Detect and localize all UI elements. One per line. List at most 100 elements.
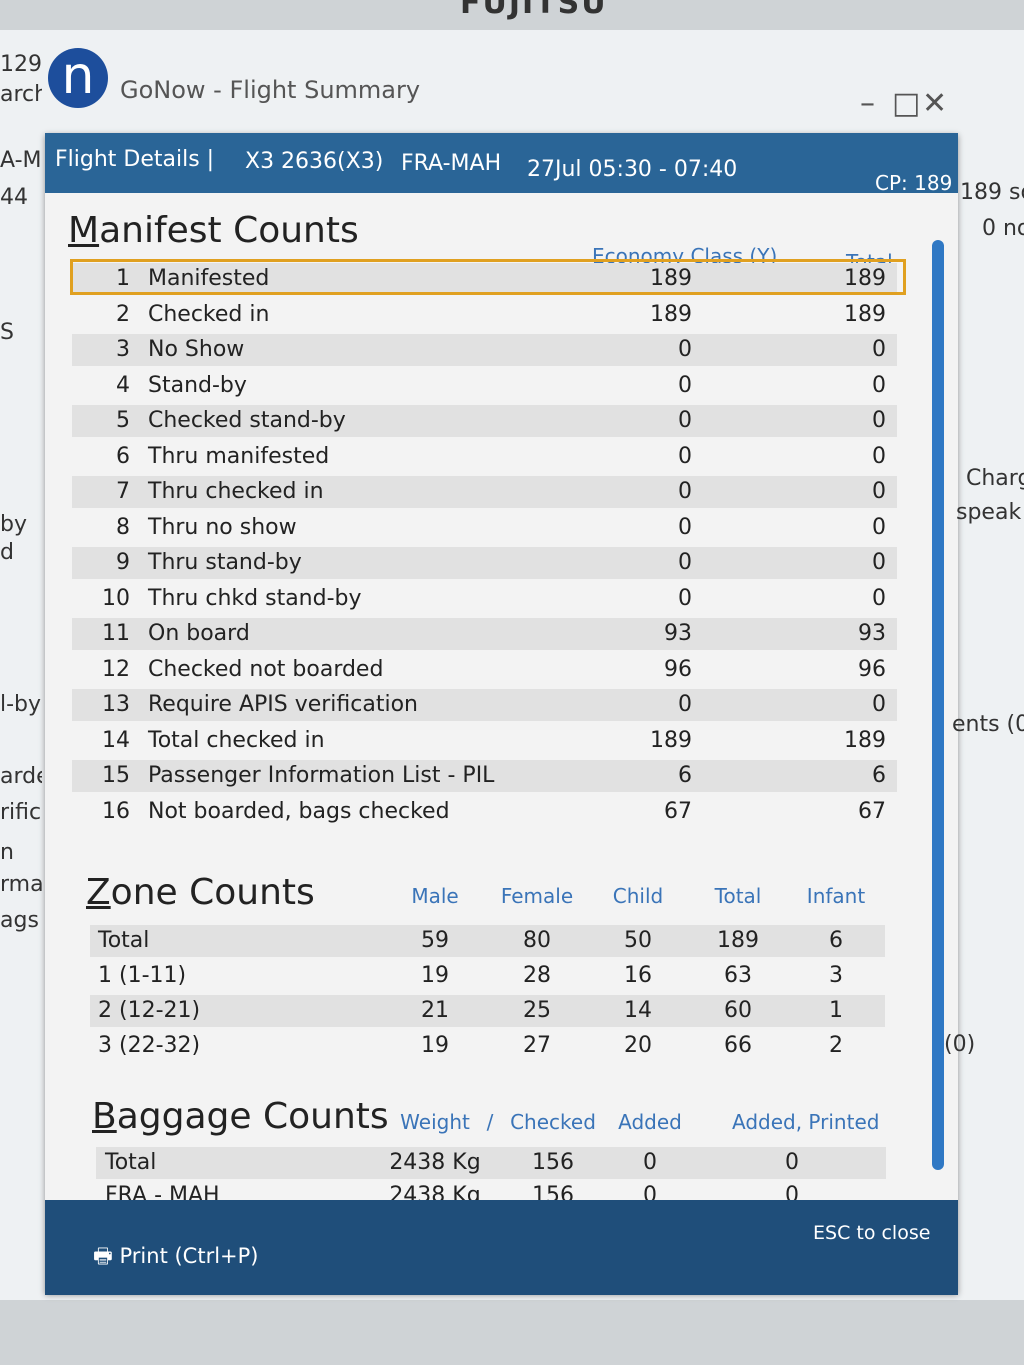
economy-count: 0 — [678, 372, 692, 398]
column-header: Male — [411, 884, 459, 908]
row-number: 10 — [102, 585, 130, 611]
row-number: 13 — [102, 692, 130, 717]
scrollbar[interactable] — [932, 240, 944, 1170]
background-text: 44 — [0, 185, 28, 210]
print-label: Print (Ctrl+P) — [119, 1244, 259, 1268]
maximize-button[interactable]: □ — [892, 86, 921, 121]
footer: 🖶 Print (Ctrl+P) ESC to close — [45, 1200, 958, 1295]
row-label: Checked not boarded — [148, 656, 384, 682]
zone-count: 1 — [829, 998, 843, 1023]
total-count: 0 — [872, 372, 886, 398]
zone-count: 25 — [523, 998, 551, 1023]
economy-count: 0 — [678, 692, 692, 717]
route: FRA-MAH — [401, 151, 502, 176]
economy-count: 96 — [664, 656, 692, 682]
total-count: 67 — [858, 798, 886, 824]
column-header: Added — [618, 1110, 682, 1134]
baggage-value: 2438 Kg — [389, 1150, 481, 1175]
total-count: 96 — [858, 656, 886, 682]
minimize-button[interactable]: – — [860, 86, 875, 121]
row-number: 8 — [116, 514, 130, 540]
total-count: 0 — [872, 514, 886, 540]
zone-label: 2 (12-21) — [98, 998, 201, 1023]
total-count: 93 — [858, 621, 886, 646]
background-text: Charg — [966, 466, 1024, 491]
column-header: Added, Printed — [732, 1110, 880, 1134]
highlight-row — [70, 259, 906, 295]
background-text: l-by — [0, 692, 42, 717]
row-stripe — [72, 405, 897, 437]
zone-count: 3 — [829, 963, 843, 988]
row-number: 7 — [116, 479, 130, 504]
row-stripe — [72, 334, 897, 366]
row-stripe — [96, 1147, 886, 1179]
close-button[interactable]: ✕ — [922, 86, 948, 121]
row-label: Checked in — [148, 301, 270, 327]
total-count: 0 — [872, 550, 886, 575]
row-label: Thru stand-by — [148, 550, 302, 575]
total-count: 0 — [872, 337, 886, 362]
zone-label: 1 (1-11) — [98, 963, 187, 988]
row-number: 16 — [102, 798, 130, 824]
zone-count: 6 — [829, 928, 843, 953]
zone-count: 189 — [717, 928, 759, 953]
baggage-label: Total — [105, 1150, 157, 1175]
app-icon: n — [48, 48, 108, 108]
row-number: 14 — [102, 727, 130, 753]
row-number: 5 — [116, 408, 130, 433]
row-stripe — [72, 689, 897, 721]
print-button[interactable]: 🖶 Print (Ctrl+P) — [93, 1244, 259, 1268]
column-header: Weight — [400, 1110, 470, 1134]
total-count: 189 — [844, 727, 886, 753]
total-count: 0 — [872, 443, 886, 469]
zone-count: 19 — [421, 963, 449, 988]
row-stripe — [90, 925, 885, 957]
column-header: Total — [714, 884, 762, 908]
economy-count: 6 — [678, 763, 692, 788]
background-text: by — [0, 512, 27, 537]
background-text: speak E — [956, 500, 1024, 525]
row-label: Total checked in — [148, 727, 325, 753]
economy-count: 0 — [678, 443, 692, 469]
row-label: Not boarded, bags checked — [148, 798, 450, 824]
economy-count: 93 — [664, 621, 692, 646]
background-text: ags ( — [0, 908, 42, 933]
zone-count: 2 — [829, 1033, 843, 1058]
economy-count: 0 — [678, 479, 692, 504]
economy-count: 0 — [678, 514, 692, 540]
row-number: 9 — [116, 550, 130, 575]
baggage-value: 0 — [643, 1150, 657, 1175]
row-number: 11 — [102, 621, 130, 646]
row-stripe — [72, 476, 897, 508]
header-label: Flight Details | — [55, 147, 215, 172]
flight-number: X3 2636(X3) — [245, 149, 384, 174]
row-stripe — [90, 995, 885, 1027]
background-text: d — [0, 540, 14, 565]
section-title: Baggage Counts — [92, 1096, 389, 1137]
zone-count: 21 — [421, 998, 449, 1023]
window-title: GoNow - Flight Summary — [120, 76, 421, 104]
row-label: Thru manifested — [148, 443, 330, 469]
zone-count: 14 — [624, 998, 652, 1023]
row-label: Require APIS verification — [148, 692, 418, 717]
column-header: Female — [500, 884, 574, 908]
row-number: 15 — [102, 763, 130, 788]
column-header: Checked — [510, 1110, 596, 1134]
zone-count: 60 — [724, 998, 752, 1023]
total-count: 189 — [844, 266, 886, 291]
column-header: / — [486, 1110, 494, 1134]
zone-count: 28 — [523, 963, 551, 988]
flight-header: Flight Details | X3 2636(X3) FRA-MAH 27J… — [45, 133, 958, 195]
brand: FUJITSU — [460, 0, 608, 21]
row-number: 6 — [116, 443, 130, 469]
background-text: 189 so — [960, 180, 1024, 205]
section-title: Zone Counts — [86, 872, 315, 913]
zone-count: 20 — [624, 1033, 652, 1058]
row-label: On board — [148, 621, 250, 646]
row-number: 4 — [116, 372, 130, 398]
zone-count: 63 — [724, 963, 752, 988]
background-text: rific — [0, 800, 42, 825]
row-label: Thru chkd stand-by — [148, 585, 362, 611]
zone-label: 3 (22-32) — [98, 1033, 201, 1058]
